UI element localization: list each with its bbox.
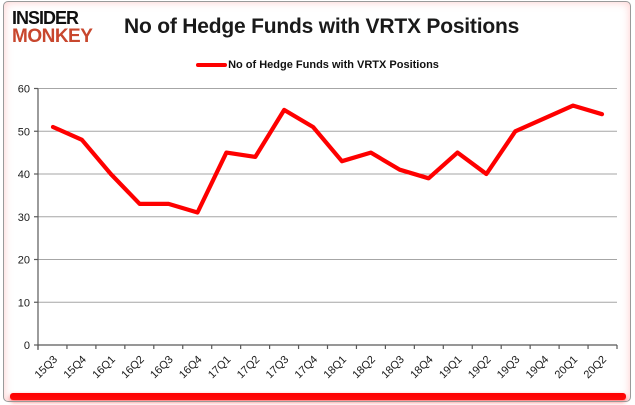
y-tick-label: 10 [18,297,30,309]
x-tick-label: 15Q4 [61,354,89,382]
chart-title: No of Hedge Funds with VRTX Positions [124,15,520,38]
x-tick-label: 16Q1 [90,354,118,382]
y-tick-label: 40 [18,169,30,181]
y-tick-label: 20 [18,255,30,267]
x-tick-label: 20Q2 [582,354,610,382]
legend-label: No of Hedge Funds with VRTX Positions [228,59,439,71]
x-tick-label: 15Q3 [33,354,61,382]
x-tick-label: 17Q1 [206,354,234,382]
x-tick-label: 18Q2 [350,354,378,382]
x-tick-label: 19Q2 [466,354,494,382]
x-tick-label: 17Q4 [293,354,321,382]
x-tick-label: 20Q1 [553,354,581,382]
x-tick-label: 18Q1 [322,354,350,382]
logo-line-insider: INSIDER [12,6,79,28]
series-line [50,103,605,215]
x-tick-label: 16Q2 [119,354,147,382]
x-tick-label: 16Q3 [148,354,176,382]
y-tick-label: 30 [18,212,30,224]
x-tick-label: 18Q4 [408,354,436,382]
y-tick-label: 50 [18,126,30,138]
x-tick-label: 16Q4 [177,354,205,382]
x-tick-label: 19Q3 [495,354,523,382]
y-tick-label: 60 [18,84,30,96]
header: INSIDER MONKEY No of Hedge Funds with VR… [12,8,519,46]
legend: No of Hedge Funds with VRTX Positions [0,59,635,71]
logo-line-monkey: MONKEY [12,26,93,47]
x-tick-label: 18Q3 [379,354,407,382]
bottom-red-bar [10,393,626,400]
x-tick-label: 19Q1 [437,354,465,382]
legend-line-swatch-icon [196,63,228,67]
x-tick-label: 17Q2 [235,354,263,382]
insider-monkey-logo: INSIDER MONKEY [12,8,116,46]
x-tick-label: 19Q4 [524,354,552,382]
y-tick-label: 0 [24,340,30,352]
x-tick-label: 17Q3 [264,354,292,382]
